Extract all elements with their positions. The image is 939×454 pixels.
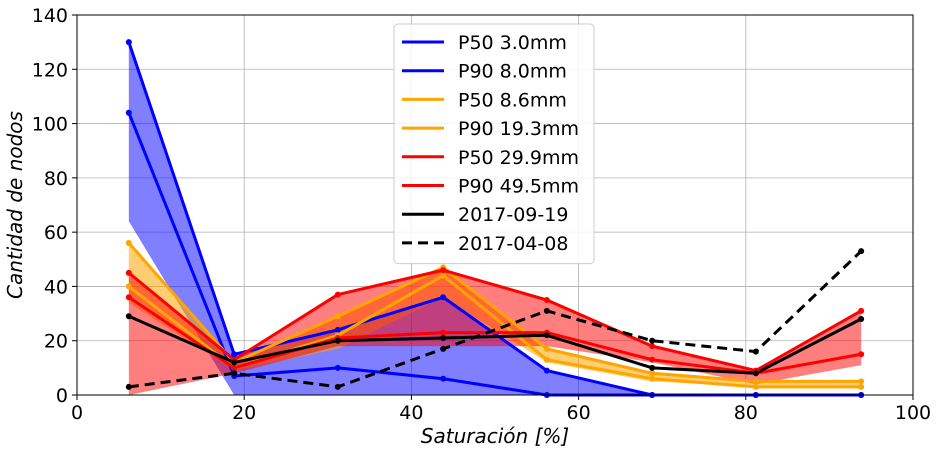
x-tick-label: 20 — [232, 402, 256, 424]
series-point-0-3 — [440, 375, 447, 382]
plot-frame — [76, 14, 914, 396]
series-point-1-0 — [125, 39, 132, 46]
y-tick-label: 100 — [32, 114, 68, 136]
series-point-3-0 — [125, 240, 132, 246]
series-point-6-6 — [752, 370, 759, 377]
series-point-7-6 — [752, 348, 759, 355]
series-point-2-0 — [125, 283, 132, 290]
x-axis-label: Saturación [%] — [421, 424, 569, 448]
x-tick-label: 40 — [399, 402, 423, 424]
legend-label-0: P50 3.0mm — [458, 32, 567, 54]
series-point-1-4 — [543, 367, 550, 374]
series-point-7-7 — [858, 248, 865, 255]
series-point-7-5 — [649, 337, 656, 344]
series-point-7-2 — [334, 383, 341, 390]
series-point-5-3 — [440, 267, 447, 274]
series-line-3 — [127, 242, 862, 383]
series-point-4-0 — [125, 294, 132, 301]
legend-label-6: 2017-09-19 — [458, 204, 568, 226]
y-tick-label: 140 — [32, 5, 68, 27]
y-tick-label: 0 — [56, 385, 68, 407]
series-point-6-0 — [125, 313, 132, 320]
y-tick-label: 40 — [44, 276, 68, 298]
x-tick-label: 100 — [895, 402, 931, 424]
series-point-5-4 — [543, 297, 550, 303]
series-line-6 — [128, 314, 862, 375]
series-point-3-4 — [543, 345, 550, 352]
y-tick-label: 20 — [44, 331, 68, 353]
series-point-4-1 — [231, 364, 238, 371]
series-point-7-0 — [125, 383, 132, 390]
legend-label-7: 2017-04-08 — [458, 233, 568, 255]
series-line-5 — [127, 268, 862, 373]
series-point-5-5 — [649, 343, 656, 350]
series-point-1-1 — [231, 351, 238, 358]
series-point-6-2 — [334, 337, 341, 344]
series-point-6-5 — [649, 364, 656, 371]
legend-label-4: P50 29.9mm — [458, 147, 579, 169]
series-point-7-4 — [543, 307, 550, 314]
series-point-4-7 — [858, 351, 865, 358]
series-point-4-3 — [440, 329, 447, 336]
x-tick-label: 60 — [567, 402, 591, 424]
series-point-1-2 — [334, 326, 341, 333]
series-point-3-7 — [858, 378, 865, 385]
y-ticks: 0 20 40 60 80 100 120 140 — [32, 5, 77, 407]
series-point-2-3 — [440, 272, 447, 279]
series-point-0-0 — [125, 109, 132, 116]
x-ticks: 0 20 40 60 80 100 — [71, 395, 931, 424]
series-point-6-1 — [231, 359, 238, 366]
series-line-7 — [128, 250, 863, 389]
x-tick-label: 0 — [71, 402, 83, 424]
y-tick-label: 80 — [44, 168, 68, 190]
series-point-5-2 — [334, 291, 341, 298]
series-point-7-3 — [440, 345, 447, 352]
legend: P50 3.0mm P90 8.0mm P50 8.6mm P90 19.3mm P50… — [393, 23, 595, 265]
series-point-3-2 — [334, 313, 341, 320]
series-point-3-5 — [649, 370, 656, 377]
series-point-2-7 — [858, 383, 865, 390]
y-tick-label: 120 — [32, 59, 68, 81]
legend-label-2: P50 8.6mm — [458, 89, 567, 111]
legend-label-3: P90 19.3mm — [458, 118, 579, 140]
series-point-7-1 — [231, 370, 238, 377]
series-point-2-5 — [649, 375, 656, 382]
series-point-5-0 — [125, 269, 132, 276]
y-axis-label: Cantidad de nodos — [3, 111, 27, 299]
series-point-6-7 — [858, 316, 865, 322]
series-point-0-2 — [334, 364, 341, 371]
series-point-6-4 — [543, 332, 550, 339]
series-point-2-6 — [752, 383, 759, 390]
series-point-4-5 — [649, 356, 656, 363]
y-tick-label: 60 — [44, 222, 68, 244]
series-point-6-3 — [440, 335, 447, 341]
series-point-5-7 — [858, 307, 865, 314]
series-point-3-6 — [752, 378, 759, 385]
legend-label-1: P90 8.0mm — [458, 61, 567, 83]
legend-label-5: P90 49.5mm — [458, 176, 579, 198]
series-point-1-3 — [440, 294, 447, 301]
series-point-2-4 — [543, 356, 550, 363]
x-tick-label: 80 — [734, 402, 758, 424]
legend-box — [393, 23, 595, 265]
